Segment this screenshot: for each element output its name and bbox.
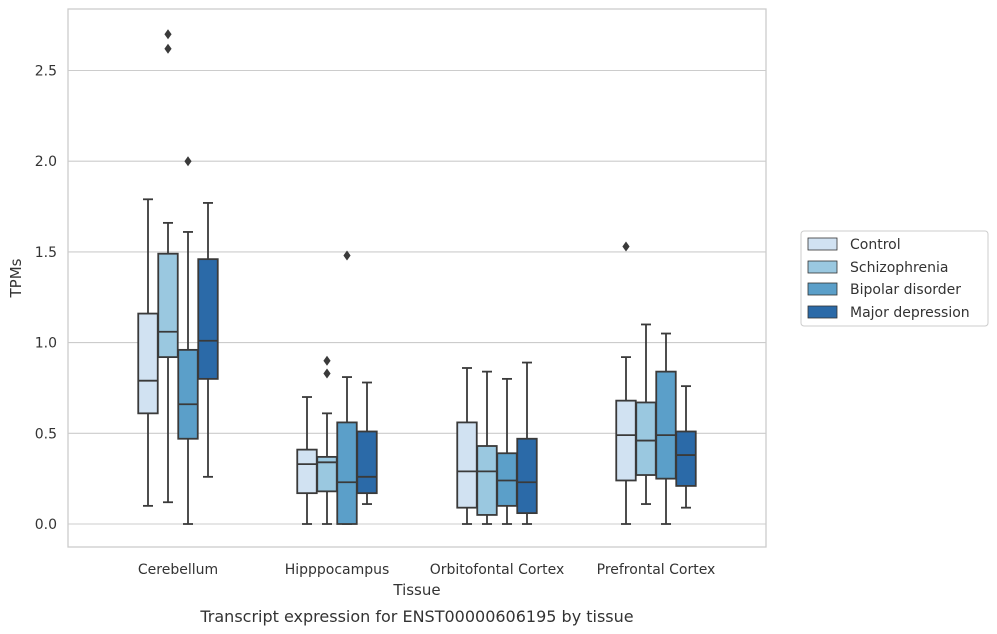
box-bipolar-disorder <box>177 156 199 525</box>
box-body <box>336 421 358 525</box>
legend-swatch-bipolar-disorder <box>807 282 838 296</box>
box-body <box>157 252 179 359</box>
box-bipolar-disorder <box>655 332 677 525</box>
box-bipolar-disorder <box>496 377 518 525</box>
box-schizophrenia <box>635 323 657 505</box>
box-body <box>137 312 159 415</box>
box-body <box>496 452 518 507</box>
box-body <box>635 401 657 476</box>
box-body <box>197 258 219 380</box>
x-tick-labels: Cerebellum Hipppocampus Orbitofontal Corte… <box>138 562 715 578</box>
box-control <box>615 241 637 525</box>
box-major-depression <box>675 385 697 509</box>
outlier-point <box>343 250 351 261</box>
box-major-depression <box>516 361 538 525</box>
box-body <box>655 370 677 480</box>
box-schizophrenia <box>316 355 338 525</box>
x-axis-label: Tissue <box>392 581 440 599</box>
y-tick-label: 2.0 <box>35 154 57 170</box>
box-control <box>456 367 478 525</box>
box-body <box>356 430 378 495</box>
legend-label-schizophrenia: Schizophrenia <box>850 260 948 276</box>
box-schizophrenia <box>157 29 179 504</box>
outlier-point <box>164 29 172 40</box>
y-tick-labels: 0.0 0.5 1.0 1.5 2.0 2.5 <box>35 64 57 534</box>
legend: Control Schizophrenia Bipolar disorder M… <box>800 230 989 327</box>
x-tick-label: Cerebellum <box>138 562 218 578</box>
outlier-point <box>164 43 172 54</box>
outlier-point <box>323 368 331 379</box>
y-tick-label: 2.5 <box>35 64 57 80</box>
box-schizophrenia <box>476 370 498 525</box>
legend-frame <box>800 230 989 327</box>
x-tick-label: Orbitofontal Cortex <box>430 562 565 578</box>
box-major-depression <box>197 202 219 478</box>
box-body <box>177 348 199 440</box>
box-body <box>516 437 538 515</box>
legend-swatch-schizophrenia <box>807 260 838 274</box>
y-axis-label: TPMs <box>7 258 25 298</box>
x-tick-label: Prefrontal Cortex <box>597 562 716 578</box>
box-body <box>675 430 697 487</box>
box-bipolar-disorder <box>336 250 358 525</box>
box-body <box>456 421 478 509</box>
legend-label-control: Control <box>850 237 901 253</box>
chart-caption: Transcript expression for ENST0000060619… <box>199 607 633 626</box>
x-tick-label: Hipppocampus <box>285 562 390 578</box>
boxes <box>137 29 697 525</box>
y-tick-label: 0.5 <box>35 426 57 442</box>
box-major-depression <box>356 381 378 505</box>
box-control <box>296 396 318 525</box>
outlier-point <box>622 241 630 252</box>
outlier-point <box>323 355 331 366</box>
y-tick-label: 1.5 <box>35 245 57 261</box>
plot-frame <box>67 8 767 548</box>
legend-swatch-major-depression <box>807 305 838 319</box>
box-control <box>137 198 159 507</box>
legend-swatch-control <box>807 237 838 251</box>
box-body <box>615 399 637 482</box>
box-body <box>296 448 318 495</box>
outlier-point <box>184 156 192 167</box>
y-tick-label: 0.0 <box>35 517 57 533</box>
y-tick-label: 1.0 <box>35 336 57 352</box>
legend-label-bipolar-disorder: Bipolar disorder <box>850 282 961 298</box>
legend-label-major-depression: Major depression <box>850 305 970 321</box>
box-body <box>476 445 498 516</box>
